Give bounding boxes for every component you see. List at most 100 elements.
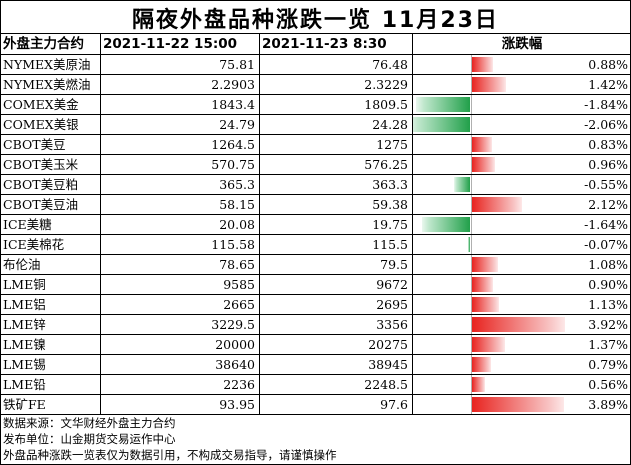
change-cell: 0.56%: [412, 374, 631, 395]
change-bar: [472, 77, 506, 92]
change-cell: 3.92%: [412, 314, 631, 335]
contract-name: COMEX美银: [0, 114, 101, 135]
change-bar: [421, 217, 470, 232]
prev-price: 2665: [100, 294, 260, 315]
contract-name: NYMEX美原油: [0, 54, 101, 75]
table-row: CBOT美豆 1264.5 1275 0.83%: [0, 134, 631, 155]
header-row: 外盘主力合约 2021-11-22 15:00 2021-11-23 8:30 …: [0, 33, 631, 55]
change-percent: 0.96%: [588, 157, 628, 172]
zero-line: [471, 175, 472, 194]
prev-price: 570.75: [100, 154, 260, 175]
change-percent: 1.08%: [588, 257, 628, 272]
prev-price: 9585: [100, 274, 260, 295]
zero-line: [471, 235, 472, 254]
zero-line: [471, 355, 472, 374]
change-cell: 0.88%: [412, 54, 631, 75]
change-percent: 3.92%: [588, 317, 628, 332]
change-cell: 2.12%: [412, 194, 631, 215]
change-percent: 0.88%: [588, 57, 628, 72]
change-cell: 1.08%: [412, 254, 631, 275]
curr-price: 363.3: [259, 174, 413, 195]
change-cell: -1.84%: [412, 94, 631, 115]
change-percent: -2.06%: [584, 117, 628, 132]
change-cell: 0.83%: [412, 134, 631, 155]
curr-price: 79.5: [259, 254, 413, 275]
zero-line: [471, 195, 472, 214]
change-cell: -1.64%: [412, 214, 631, 235]
contract-name: LME镍: [0, 334, 101, 355]
zero-line: [471, 75, 472, 94]
prev-price: 1264.5: [100, 134, 260, 155]
curr-price: 59.38: [259, 194, 413, 215]
curr-price: 9672: [259, 274, 413, 295]
table-row: CBOT美豆粕 365.3 363.3 -0.55%: [0, 174, 631, 195]
contract-name: CBOT美豆粕: [0, 174, 101, 195]
change-bar: [472, 357, 491, 372]
contract-name: ICE美糖: [0, 214, 101, 235]
change-percent: -1.64%: [584, 217, 628, 232]
curr-price: 1809.5: [259, 94, 413, 115]
curr-price: 97.6: [259, 394, 413, 415]
zero-line: [471, 395, 472, 414]
prev-price: 1843.4: [100, 94, 260, 115]
contract-name: LME铅: [0, 374, 101, 395]
curr-price: 576.25: [259, 154, 413, 175]
table-row: LME铜 9585 9672 0.90%: [0, 274, 631, 295]
change-bar: [472, 57, 493, 72]
contract-name: 布伦油: [0, 254, 101, 275]
zero-line: [471, 215, 472, 234]
curr-price: 115.5: [259, 234, 413, 255]
change-bar: [472, 157, 495, 172]
curr-price: 2248.5: [259, 374, 413, 395]
curr-price: 1275: [259, 134, 413, 155]
change-cell: -0.55%: [412, 174, 631, 195]
contract-name: COMEX美金: [0, 94, 101, 115]
curr-price: 24.28: [259, 114, 413, 135]
header-name: 外盘主力合约: [0, 33, 101, 55]
contract-name: CBOT美豆: [0, 134, 101, 155]
change-cell: 0.79%: [412, 354, 631, 375]
change-cell: 1.13%: [412, 294, 631, 315]
change-bar: [472, 137, 492, 152]
page-title: 隔夜外盘品种涨跌一览 11月23日: [0, 0, 631, 34]
change-bar: [472, 197, 523, 212]
change-percent: 0.56%: [588, 377, 628, 392]
table-row: LME镍 20000 20275 1.37%: [0, 334, 631, 355]
curr-price: 2695: [259, 294, 413, 315]
prev-price: 75.81: [100, 54, 260, 75]
zero-line: [471, 255, 472, 274]
prev-price: 58.15: [100, 194, 260, 215]
table-row: LME铅 2236 2248.5 0.56%: [0, 374, 631, 395]
change-percent: 2.12%: [588, 197, 628, 212]
table-row: ICE美糖 20.08 19.75 -1.64%: [0, 214, 631, 235]
change-cell: 3.89%: [412, 394, 631, 415]
change-bar: [472, 317, 566, 332]
change-percent: 1.13%: [588, 297, 628, 312]
zero-line: [471, 335, 472, 354]
change-cell: 0.90%: [412, 274, 631, 295]
prev-price: 115.58: [100, 234, 260, 255]
change-bar: [472, 337, 505, 352]
contract-name: ICE美棉花: [0, 234, 101, 255]
note-source: 数据来源：文华财经外盘主力合约: [3, 416, 176, 430]
table-row: LME锡 38640 38945 0.79%: [0, 354, 631, 375]
change-bar: [472, 257, 498, 272]
curr-price: 76.48: [259, 54, 413, 75]
prev-price: 78.65: [100, 254, 260, 275]
prev-price: 20000: [100, 334, 260, 355]
zero-line: [471, 95, 472, 114]
change-cell: 1.37%: [412, 334, 631, 355]
prev-price: 365.3: [100, 174, 260, 195]
curr-price: 20275: [259, 334, 413, 355]
change-percent: 0.90%: [588, 277, 628, 292]
change-percent: 3.89%: [588, 397, 628, 412]
footnotes: 数据来源：文华财经外盘主力合约 发布单位：山金期货交易运作中心 外盘品种涨跌一览…: [3, 415, 337, 463]
table-row: COMEX美银 24.79 24.28 -2.06%: [0, 114, 631, 135]
prev-price: 24.79: [100, 114, 260, 135]
price-change-table: 外盘主力合约 2021-11-22 15:00 2021-11-23 8:30 …: [0, 33, 631, 415]
table-row: LME锌 3229.5 3356 3.92%: [0, 314, 631, 335]
table-row: ICE美棉花 115.58 115.5 -0.07%: [0, 234, 631, 255]
table-row: CBOT美豆油 58.15 59.38 2.12%: [0, 194, 631, 215]
curr-price: 2.3229: [259, 74, 413, 95]
